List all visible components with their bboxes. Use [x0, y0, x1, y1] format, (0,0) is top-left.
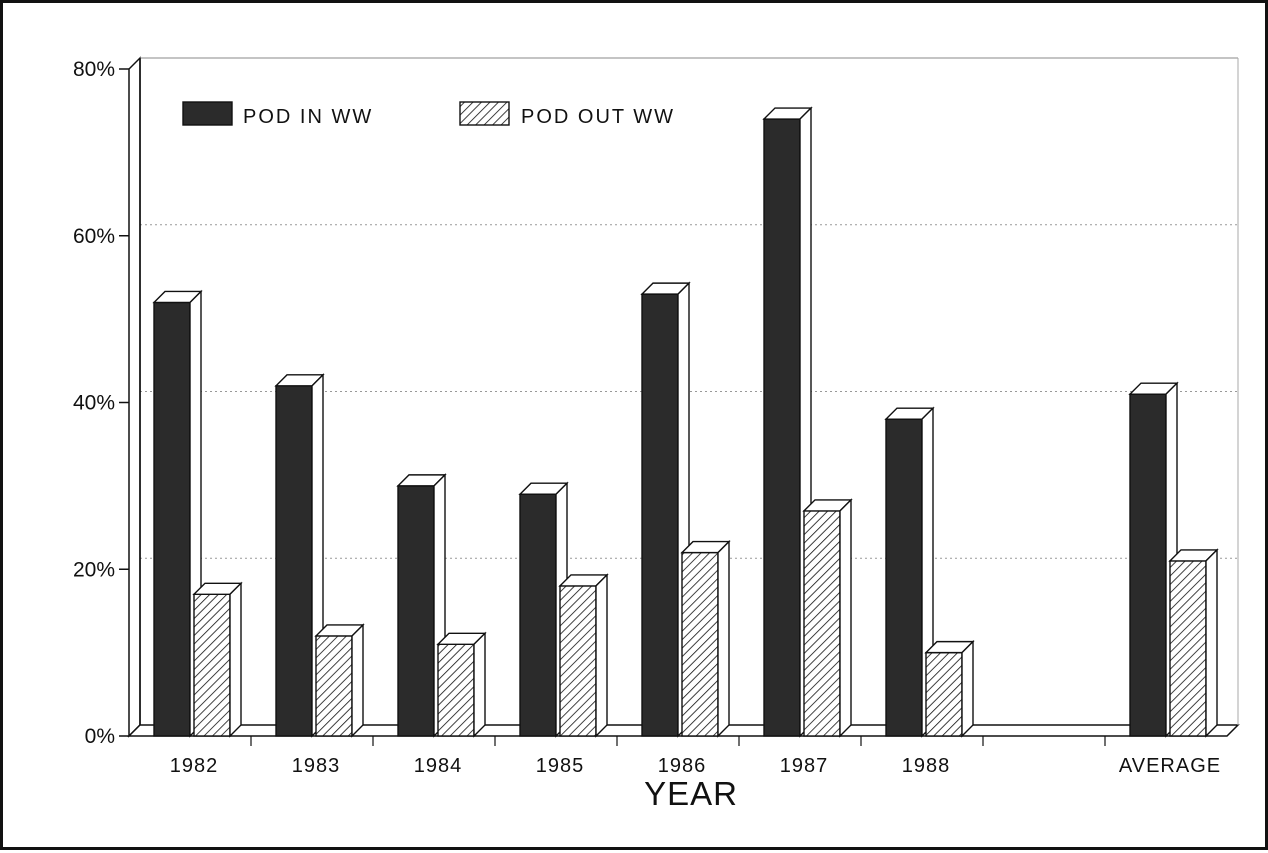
bar-pod-in-front — [153, 301, 191, 737]
x-axis-title: YEAR — [644, 775, 738, 812]
left-wall — [128, 56, 141, 738]
bar-pod-out — [1168, 548, 1219, 738]
bar-pod-in-front — [275, 385, 313, 737]
bar-pod-in — [762, 106, 813, 738]
bar-pod-out — [436, 631, 487, 738]
bar-pod-out-side — [839, 498, 852, 738]
labels: 0% 20% 40% 60% 80% 1982 1983 1984 1985 1986 1987 19… — [73, 58, 1221, 812]
bar-pod-in-front — [1129, 393, 1167, 737]
legend-pod-out-label: POD OUT WW — [521, 106, 675, 128]
bar-pod-out-front — [1169, 560, 1207, 737]
bar-pod-out — [558, 573, 609, 738]
bar-pod-out-front — [193, 593, 231, 737]
legend-pod-in: POD IN WW — [182, 101, 373, 128]
bar-pod-in — [518, 481, 569, 738]
x-tick-label: AVERAGE — [1119, 755, 1221, 777]
bar-pod-in-front — [641, 293, 679, 737]
legend-pod-in-label: POD IN WW — [243, 106, 373, 128]
y-tick-label: 40% — [73, 392, 115, 415]
bar-pod-in-front — [885, 418, 923, 737]
x-tick-label: 1984 — [414, 755, 463, 777]
y-tick-label: 0% — [85, 725, 115, 748]
bar-pod-out-front — [681, 551, 719, 737]
bar-pod-out-side — [229, 581, 242, 738]
grid-lines — [140, 224, 1238, 559]
bars — [152, 106, 1219, 738]
legend-pod-in-swatch — [182, 101, 233, 126]
bar-pod-out — [314, 623, 365, 738]
bar-pod-in-front — [397, 485, 435, 737]
bar-pod-in — [152, 289, 203, 738]
bar-pod-in — [640, 281, 691, 738]
bar-pod-out-front — [315, 635, 353, 737]
bar-pod-out — [924, 639, 975, 738]
legend-pod-out-swatch — [459, 101, 510, 126]
y-tick-label: 80% — [73, 58, 115, 81]
x-tick-label: 1982 — [170, 755, 219, 777]
bar-pod-out-side — [961, 639, 974, 738]
x-tick-label: 1987 — [780, 755, 829, 777]
legend: POD IN WW POD OUT WW — [182, 101, 675, 128]
bar-pod-out-front — [925, 651, 963, 737]
bar-pod-in — [884, 406, 935, 738]
bar-pod-out — [192, 581, 243, 738]
bar-pod-out-side — [717, 539, 730, 738]
bar-pod-in-front — [763, 118, 801, 737]
bar-pod-out — [680, 539, 731, 738]
x-tick-label: 1988 — [902, 755, 951, 777]
x-tick-label: 1986 — [658, 755, 707, 777]
x-tick-label: 1985 — [536, 755, 585, 777]
bar-pod-in — [274, 373, 325, 738]
bar-pod-out-side — [1205, 548, 1218, 738]
bar-chart: 0% 20% 40% 60% 80% 1982 1983 1984 1985 1986 1987 19… — [73, 56, 1240, 812]
bar-pod-out-front — [437, 643, 475, 737]
bar-pod-in-front — [519, 493, 557, 737]
bar-pod-out — [802, 498, 853, 738]
bar-pod-out-side — [351, 623, 364, 738]
y-tick-label: 20% — [73, 558, 115, 581]
x-tick-label: 1983 — [292, 755, 341, 777]
bar-pod-out-front — [559, 585, 597, 737]
bar-pod-out-side — [595, 573, 608, 738]
y-tick-label: 60% — [73, 225, 115, 248]
legend-pod-out: POD OUT WW — [459, 101, 675, 128]
bar-pod-out-side — [473, 631, 486, 738]
bar-pod-out-front — [803, 510, 841, 737]
